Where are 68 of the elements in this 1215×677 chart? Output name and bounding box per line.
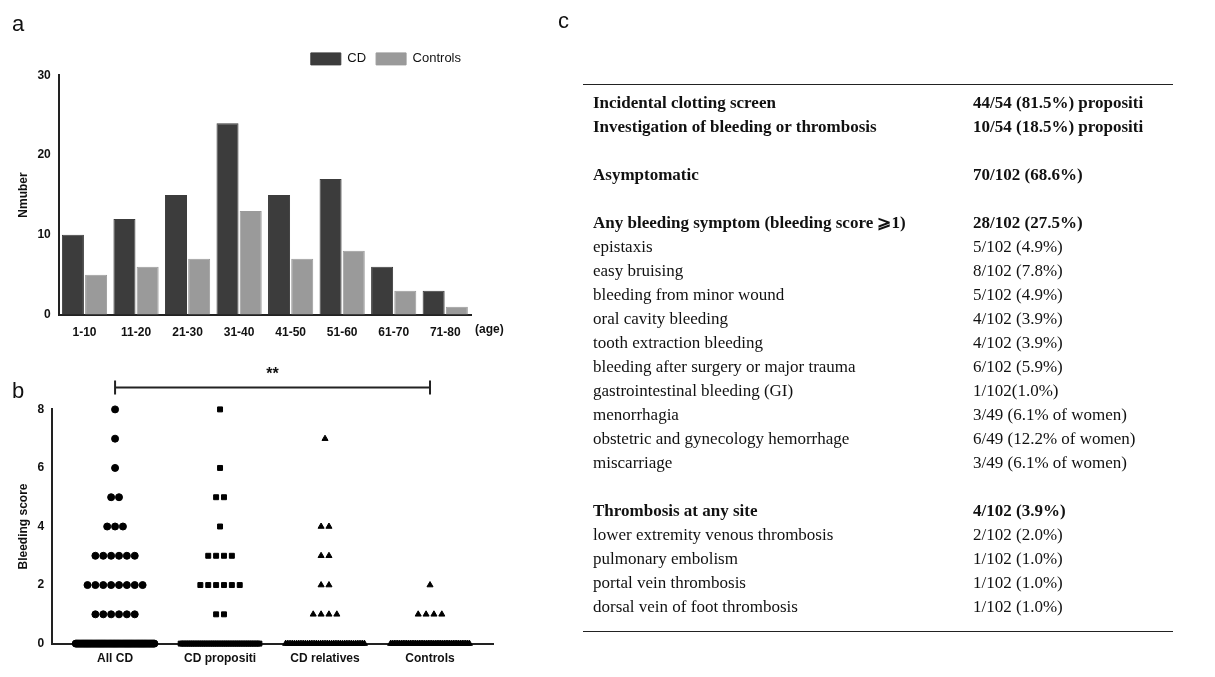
x-axis-title: (age) [475,321,504,336]
text: bleeding after surgery or major trauma [592,356,857,378]
y-tick-label: 0 [37,635,45,650]
y-tick-label: 30 [37,67,52,82]
text: ** [266,365,280,383]
text: dorsal vein of foot thrombosis [592,596,799,618]
text: 5/102 (4.9%) [973,236,1064,258]
text: Investigation of bleeding or thrombosis [592,116,878,138]
x-tick-label: 51-60 [326,325,358,340]
x-tick-label: Controls [405,651,455,666]
text: 3/49 (6.1% of women) [973,404,1128,426]
text: oral cavity bleeding [592,308,729,330]
text: Any bleeding symptom (bleeding score ⩾1) [592,212,907,234]
text: 4/102 (3.9%) [973,308,1064,330]
text: 1/102 (1.0%) [973,596,1064,618]
y-tick-label: 0 [44,306,52,321]
text: 1/102 (1.0%) [973,572,1064,594]
x-tick-label: 41-50 [275,325,307,340]
legend-label: CD [347,50,367,66]
text: Incidental clotting screen [592,92,777,114]
text: Asymptomatic [592,164,700,186]
text: pulmonary embolism [592,548,739,570]
x-tick-label: 31-40 [223,325,255,340]
text: gastrointestinal bleeding (GI) [592,380,795,402]
text: 28/102 (27.5%) [973,212,1084,234]
text: lower extremity venous thrombosis [592,524,835,546]
text: easy bruising [592,260,685,282]
x-tick-label: 21-30 [172,325,204,340]
y-tick-label: 20 [37,147,52,162]
x-tick-label: All CD [97,651,134,666]
text: 2/102 (2.0%) [973,524,1064,546]
chart-title: a [12,11,25,37]
text: portal vein thrombosis [592,572,747,594]
text: miscarriage [592,452,674,474]
text: 3/49 (6.1% of women) [973,452,1128,474]
text: bleeding from minor wound [592,284,786,306]
x-tick-label: 61-70 [378,325,410,340]
text: 1/102(1.0%) [973,380,1060,402]
y-tick-label: 8 [37,401,45,416]
y-tick-label: 6 [37,460,45,475]
x-tick-label: CD relatives [290,651,361,666]
text: 10/54 (18.5%) propositi [973,116,1145,138]
chart-title: b [12,378,25,404]
x-tick-label: 71-80 [429,325,461,340]
x-tick-label: 1-10 [72,325,97,340]
legend-label: Controls [412,50,462,66]
text: 1/102 (1.0%) [973,548,1064,570]
text: menorrhagia [592,404,680,426]
text: 4/102 (3.9%) [973,500,1067,522]
text: obstetric and gynecology hemorrhage [592,428,851,450]
text: c [557,8,570,35]
text: epistaxis [592,236,654,258]
text: 5/102 (4.9%) [973,284,1064,306]
text: Thrombosis at any site [592,500,759,522]
y-axis-title: Nmuber [15,172,30,218]
text: tooth extraction bleeding [592,332,764,354]
text: 6/102 (5.9%) [973,356,1064,378]
text: 8/102 (7.8%) [973,260,1064,282]
text: 6/49 (12.2% of women) [973,428,1137,450]
text: 70/102 (68.6%) [973,164,1084,186]
y-tick-label: 2 [37,577,45,592]
text: 4/102 (3.9%) [973,332,1064,354]
x-tick-label: CD propositi [184,651,257,666]
y-tick-label: 4 [37,518,45,533]
y-tick-label: 10 [37,227,52,242]
y-axis-title: Bleeding score [15,483,30,570]
x-tick-label: 11-20 [121,325,152,340]
text: 44/54 (81.5%) propositi [973,92,1145,114]
